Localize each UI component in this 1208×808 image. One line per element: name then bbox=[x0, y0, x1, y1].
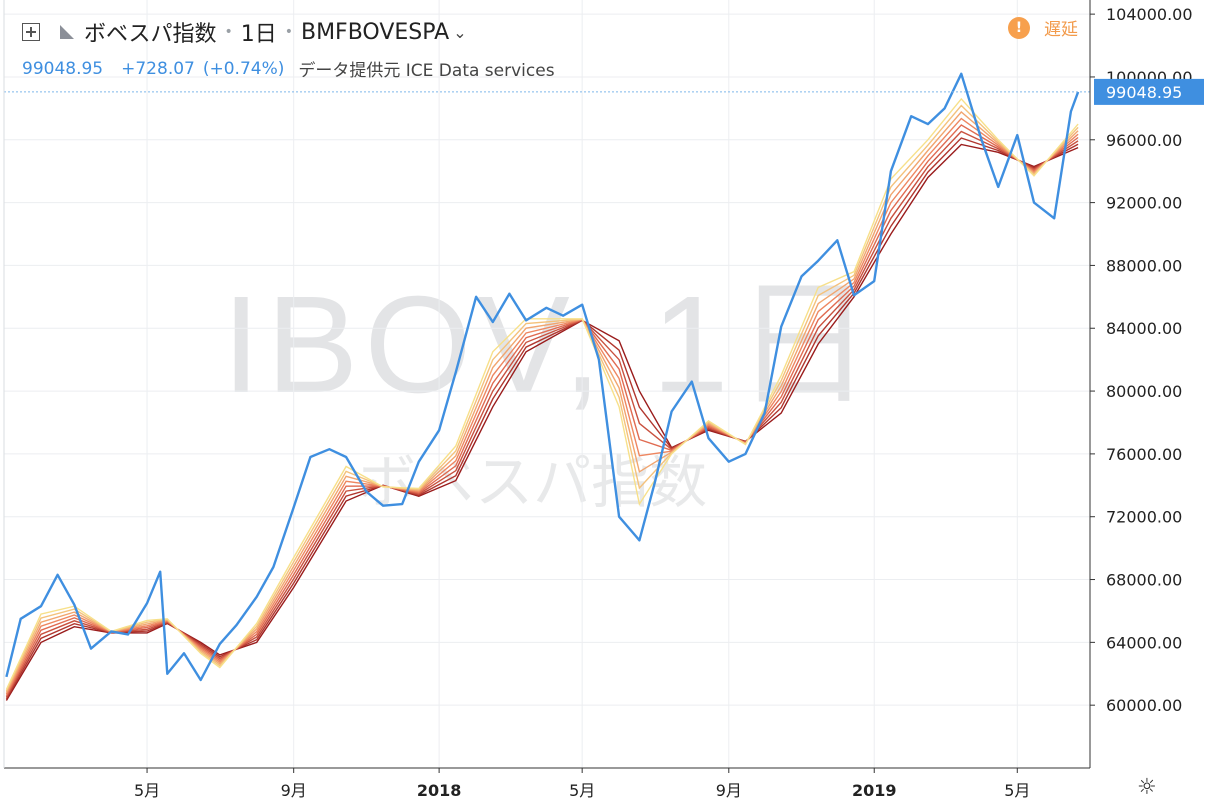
index-title: ボベスパ指数 bbox=[84, 22, 217, 47]
y-tick-label: 92000.00 bbox=[1106, 194, 1182, 213]
quote-row: 99048.95 +728.07 (+0.74%) データ提供元 ICE Dat… bbox=[22, 56, 555, 82]
separator-dot: • bbox=[284, 24, 293, 40]
symbol-info-row: ボベスパ指数 • 1日 • BMFBOVESPA ⌄ bbox=[22, 16, 467, 48]
price-change-percent: (+0.74%) bbox=[202, 58, 285, 79]
x-tick-label: 5月 bbox=[134, 781, 160, 800]
alert-icon: ! bbox=[1008, 16, 1030, 39]
y-tick-label: 84000.00 bbox=[1106, 319, 1182, 338]
symbol-selector[interactable]: BMFBOVESPA bbox=[300, 19, 450, 45]
last-price-label: 99048.95 bbox=[1106, 83, 1182, 102]
x-tick-label: 2019 bbox=[852, 781, 897, 800]
ma-ribbon-line-40 bbox=[5, 143, 1079, 701]
x-tick-label: 9月 bbox=[716, 781, 742, 800]
ma-ribbon-line-35 bbox=[5, 137, 1079, 700]
chart-header: ボベスパ指数 • 1日 • BMFBOVESPA ⌄ 99048.95 +728… bbox=[0, 0, 1090, 90]
delayed-indicator[interactable]: ! 遅延 bbox=[1008, 15, 1078, 40]
flag-icon bbox=[60, 25, 74, 39]
x-tick-label: 2018 bbox=[417, 781, 462, 800]
y-tick-label: 68000.00 bbox=[1106, 571, 1182, 590]
expand-icon[interactable] bbox=[22, 23, 40, 41]
x-tick-label: 5月 bbox=[569, 781, 595, 800]
ma-ribbon-line-30 bbox=[5, 130, 1079, 698]
price-line bbox=[5, 72, 1080, 682]
y-tick-label: 64000.00 bbox=[1106, 633, 1182, 652]
y-tick-label: 72000.00 bbox=[1106, 508, 1182, 527]
y-tick-label: 60000.00 bbox=[1106, 696, 1182, 715]
last-price: 99048.95 bbox=[22, 58, 104, 79]
separator-dot: • bbox=[224, 24, 233, 40]
y-tick-label: 76000.00 bbox=[1106, 445, 1182, 464]
ma-ribbon-line-20 bbox=[5, 117, 1079, 695]
data-source: データ提供元 ICE Data services bbox=[298, 61, 555, 81]
x-tick-label: 5月 bbox=[1004, 781, 1030, 800]
y-tick-label: 88000.00 bbox=[1106, 256, 1182, 275]
last-price-box bbox=[1094, 78, 1204, 105]
y-tick-label: 96000.00 bbox=[1106, 131, 1182, 150]
watermark-symbol: IBOV, 1日 bbox=[222, 268, 879, 422]
settings-icon[interactable]: ☼ bbox=[1137, 775, 1157, 800]
ma-ribbon-line-25 bbox=[5, 124, 1079, 697]
delayed-label: 遅延 bbox=[1044, 20, 1078, 40]
price-change: +728.07 bbox=[121, 58, 195, 79]
y-tick-label: 80000.00 bbox=[1106, 382, 1182, 401]
x-tick-label: 9月 bbox=[281, 781, 307, 800]
y-tick-label: 104000.00 bbox=[1106, 5, 1193, 24]
chevron-down-icon[interactable]: ⌄ bbox=[453, 22, 467, 42]
ma-ribbon-line-15 bbox=[5, 111, 1079, 693]
interval-label[interactable]: 1日 bbox=[240, 22, 277, 47]
